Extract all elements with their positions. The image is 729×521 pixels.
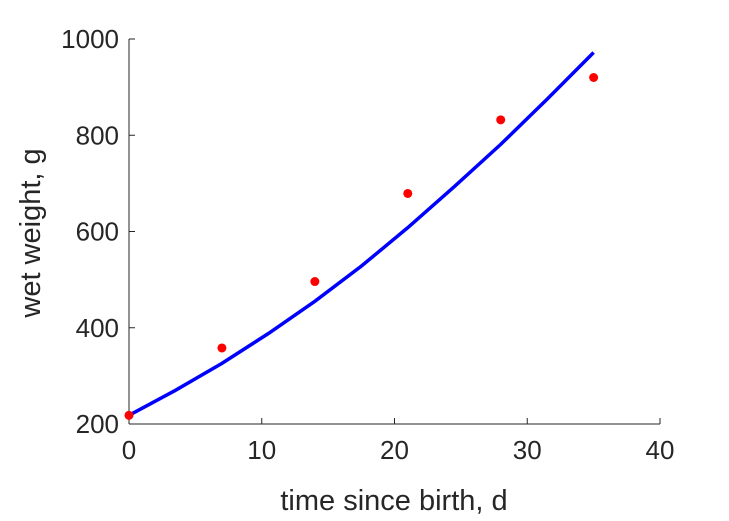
- y-tick-label: 200: [76, 409, 119, 439]
- axes: 0 10 20 30 40 200 400 600 800 1000: [61, 24, 674, 465]
- y-axis-label: wet weight, g: [15, 148, 47, 318]
- x-tick-label: 10: [247, 435, 276, 465]
- fit-curve: [128, 51, 595, 417]
- x-tick-label: 0: [122, 435, 136, 465]
- plot-area: [124, 51, 599, 420]
- y-tick-label: 1000: [61, 24, 119, 54]
- data-point: [310, 277, 320, 287]
- x-axis-label: time since birth, d: [280, 485, 507, 517]
- x-tick-label: 20: [380, 435, 409, 465]
- y-tick-label: 400: [76, 313, 119, 343]
- data-point: [217, 343, 227, 353]
- y-tick-label: 600: [76, 217, 119, 247]
- x-tick-label: 30: [513, 435, 542, 465]
- y-tick-label: 800: [76, 120, 119, 150]
- x-tick-label: 40: [646, 435, 675, 465]
- data-point: [403, 188, 413, 198]
- data-point: [496, 115, 506, 125]
- data-point: [589, 73, 599, 82]
- data-point: [124, 410, 134, 420]
